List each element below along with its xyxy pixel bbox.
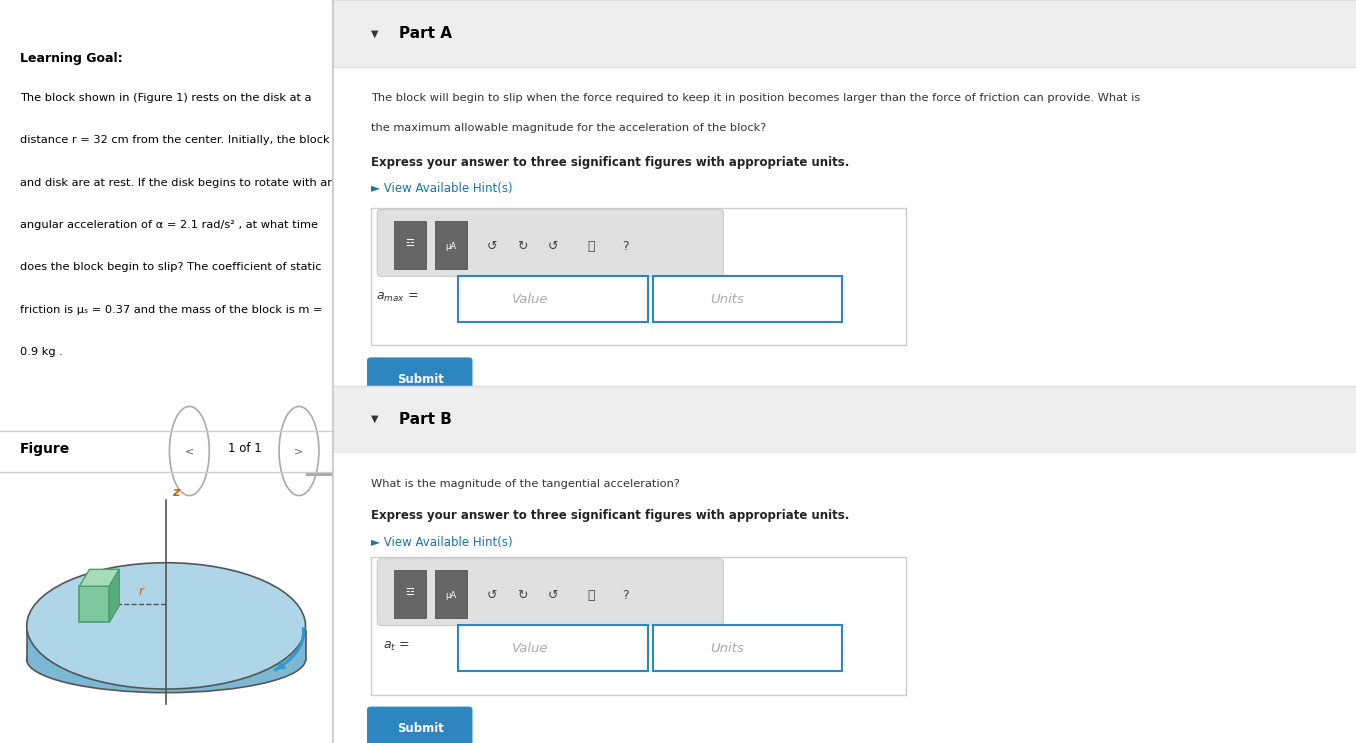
FancyBboxPatch shape: [377, 559, 723, 626]
Text: ↺: ↺: [487, 589, 498, 603]
Text: µA: µA: [445, 242, 457, 251]
Text: Learning Goal:: Learning Goal:: [20, 52, 122, 65]
FancyBboxPatch shape: [332, 0, 1356, 67]
FancyBboxPatch shape: [393, 221, 426, 269]
FancyBboxPatch shape: [434, 570, 468, 618]
Text: does the block begin to slip? The coefficient of static: does the block begin to slip? The coeffi…: [20, 262, 321, 272]
FancyBboxPatch shape: [332, 74, 1356, 357]
FancyBboxPatch shape: [393, 570, 426, 618]
Text: 0.9 kg .: 0.9 kg .: [20, 347, 62, 357]
FancyBboxPatch shape: [367, 707, 472, 743]
Text: ☲: ☲: [405, 587, 415, 597]
Text: µA: µA: [445, 591, 457, 600]
Text: Express your answer to three significant figures with appropriate units.: Express your answer to three significant…: [372, 509, 849, 522]
Text: What is the magnitude of the tangential acceleration?: What is the magnitude of the tangential …: [372, 479, 679, 489]
FancyBboxPatch shape: [377, 210, 723, 276]
Text: Units: Units: [711, 293, 744, 306]
Text: Units: Units: [711, 642, 744, 655]
FancyBboxPatch shape: [652, 625, 842, 671]
Text: $a_t$ =: $a_t$ =: [384, 640, 410, 653]
FancyBboxPatch shape: [458, 276, 648, 322]
FancyBboxPatch shape: [332, 453, 1356, 743]
FancyBboxPatch shape: [652, 276, 842, 322]
FancyBboxPatch shape: [332, 386, 1356, 453]
FancyBboxPatch shape: [367, 357, 472, 402]
Text: z: z: [172, 486, 179, 499]
Text: ► View Available Hint(s): ► View Available Hint(s): [372, 182, 513, 195]
Text: ↺: ↺: [548, 589, 559, 603]
Text: Value: Value: [511, 293, 548, 306]
Text: ↻: ↻: [518, 589, 527, 603]
Text: $a_{max}$ =: $a_{max}$ =: [376, 291, 419, 304]
Text: ⎗: ⎗: [587, 240, 595, 253]
Text: 1 of 1: 1 of 1: [228, 442, 262, 455]
Polygon shape: [110, 569, 119, 623]
Text: The block will begin to slip when the force required to keep it in position beco: The block will begin to slip when the fo…: [372, 93, 1140, 103]
Text: <: <: [184, 446, 194, 456]
Text: Figure: Figure: [20, 442, 71, 456]
FancyBboxPatch shape: [372, 208, 906, 345]
Text: Part A: Part A: [399, 26, 452, 41]
Text: ?: ?: [621, 589, 628, 603]
FancyBboxPatch shape: [434, 221, 468, 269]
Text: r: r: [138, 585, 144, 597]
Polygon shape: [80, 586, 110, 623]
Text: Submit: Submit: [397, 722, 443, 736]
Text: and disk are at rest. If the disk begins to rotate with an: and disk are at rest. If the disk begins…: [20, 178, 335, 187]
Text: angular acceleration of α = 2.1 rad/s² , at what time: angular acceleration of α = 2.1 rad/s² ,…: [20, 220, 317, 230]
Polygon shape: [80, 569, 119, 586]
Text: ► View Available Hint(s): ► View Available Hint(s): [372, 536, 513, 549]
Text: Part B: Part B: [399, 412, 452, 426]
Text: ↺: ↺: [548, 240, 559, 253]
Text: >: >: [294, 446, 304, 456]
FancyBboxPatch shape: [305, 472, 332, 476]
Text: ▼: ▼: [372, 414, 378, 424]
Text: Express your answer to three significant figures with appropriate units.: Express your answer to three significant…: [372, 156, 849, 169]
Text: ⎗: ⎗: [587, 589, 595, 603]
Text: the maximum allowable magnitude for the acceleration of the block?: the maximum allowable magnitude for the …: [372, 123, 766, 132]
Polygon shape: [27, 631, 305, 660]
FancyBboxPatch shape: [458, 625, 648, 671]
Text: ↻: ↻: [518, 240, 527, 253]
Text: ↺: ↺: [487, 240, 498, 253]
Text: Submit: Submit: [397, 373, 443, 386]
FancyBboxPatch shape: [372, 557, 906, 695]
Text: Value: Value: [511, 642, 548, 655]
Ellipse shape: [27, 626, 305, 692]
Text: friction is μₛ = 0.37 and the mass of the block is m =: friction is μₛ = 0.37 and the mass of th…: [20, 305, 323, 314]
Ellipse shape: [27, 562, 305, 689]
Text: distance r = 32 cm from the center. Initially, the block: distance r = 32 cm from the center. Init…: [20, 135, 330, 145]
Text: The block shown in (Figure 1) rests on the disk at a: The block shown in (Figure 1) rests on t…: [20, 93, 312, 103]
Text: ☲: ☲: [405, 238, 415, 248]
Text: ▼: ▼: [372, 28, 378, 39]
Text: ?: ?: [621, 240, 628, 253]
